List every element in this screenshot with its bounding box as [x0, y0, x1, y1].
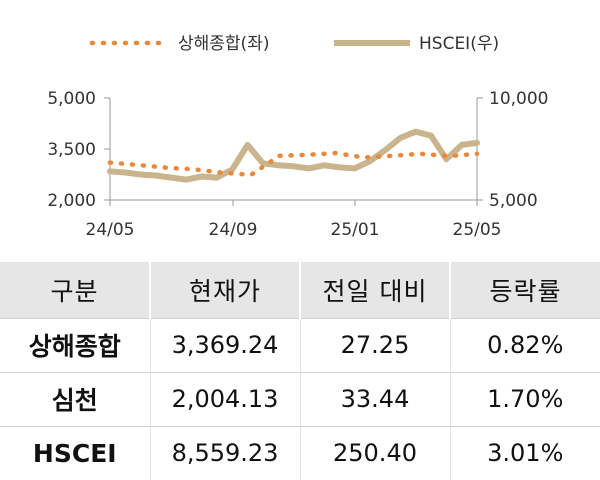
- row-label: 심천: [51, 386, 98, 415]
- legend-label-shanghai: 상해종합(좌): [178, 34, 269, 54]
- series-line-shanghai: [107, 150, 480, 178]
- left-tick-label: 2,000: [47, 191, 96, 211]
- axes: [104, 97, 483, 206]
- table-row: 심천 2,004.13 33.44 1.70%: [0, 372, 600, 426]
- table-header-row: 구분 현재가 전일 대비 등락률: [0, 262, 600, 318]
- row-label: HSCEI: [32, 438, 117, 468]
- change-cell: 27.25: [299, 318, 450, 372]
- table-row: HSCEI 8,559.23 250.40 3.01%: [0, 426, 600, 480]
- x-tick-label: 24/05: [86, 220, 135, 240]
- rate-cell: 1.70%: [449, 372, 600, 426]
- x-tick-label: 25/01: [331, 220, 380, 240]
- price-cell: 8,559.23: [149, 426, 300, 480]
- column-header: 현재가: [149, 262, 300, 318]
- price-cell: 2,004.13: [149, 372, 300, 426]
- right-tick-label: 10,000: [489, 89, 548, 109]
- market-table: 구분 현재가 전일 대비 등락률 상해종합 3,369.24 27.25 0.8…: [0, 262, 600, 480]
- chart-svg: 상해종합(좌) HSCEI(우) 5,000 3,500 2,000 10: [47, 34, 548, 240]
- column-header: 전일 대비: [299, 262, 450, 318]
- change-cell: 33.44: [299, 372, 450, 426]
- row-label: 상해종합: [28, 332, 121, 361]
- column-header: 등락률: [449, 262, 600, 318]
- price-cell: 3,369.24: [149, 318, 300, 372]
- x-tick-label: 24/09: [209, 220, 258, 240]
- change-cell: 250.40: [299, 426, 450, 480]
- legend: 상해종합(좌) HSCEI(우): [89, 34, 499, 54]
- right-tick-labels: 10,000 5,000: [489, 89, 548, 211]
- series-line-hscei: [107, 128, 480, 183]
- x-tick-label: 25/05: [453, 220, 502, 240]
- x-tick-labels: 24/05 24/09 25/01 25/05: [86, 220, 502, 240]
- column-header: 구분: [50, 276, 99, 306]
- rate-cell: 3.01%: [449, 426, 600, 480]
- left-tick-label: 3,500: [47, 140, 96, 160]
- series-layer: [107, 128, 480, 183]
- right-tick-label: 5,000: [489, 191, 538, 211]
- left-tick-labels: 5,000 3,500 2,000: [47, 89, 96, 211]
- line-chart: 상해종합(좌) HSCEI(우) 5,000 3,500 2,000 10: [47, 34, 548, 240]
- table-row: 상해종합 3,369.24 27.25 0.82%: [0, 318, 600, 372]
- left-tick-label: 5,000: [47, 89, 96, 109]
- legend-label-hscei: HSCEI(우): [419, 34, 499, 54]
- rate-cell: 0.82%: [449, 318, 600, 372]
